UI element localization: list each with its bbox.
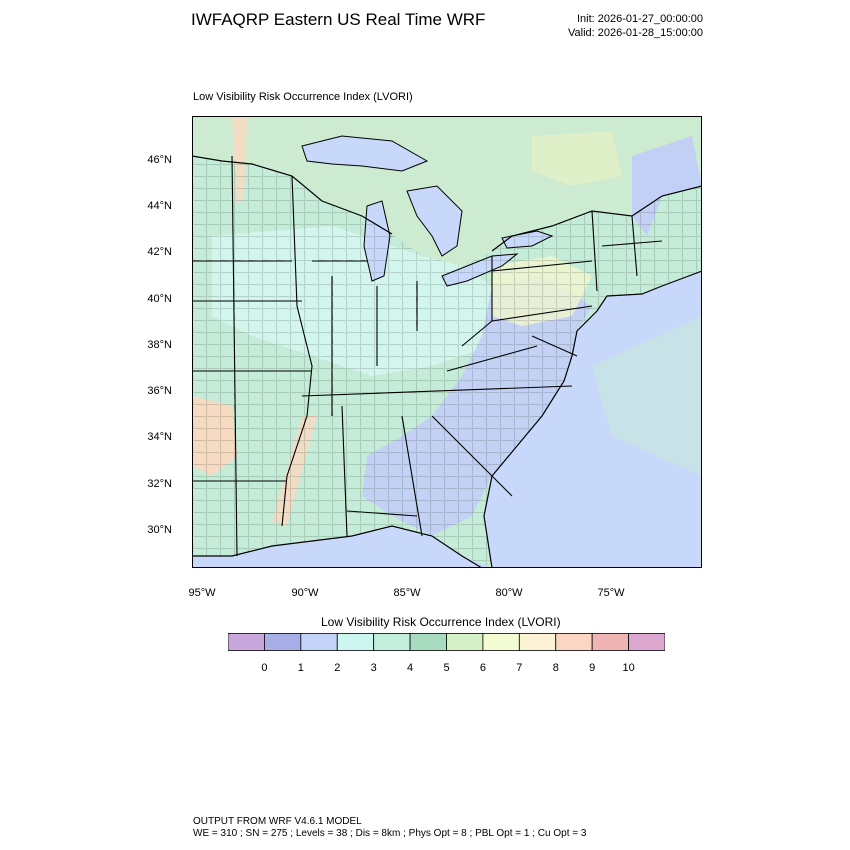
colorbar-label-8: 8 <box>552 662 559 674</box>
colorbar-title: Low Visibility Risk Occurrence Index (LV… <box>321 615 561 629</box>
colorbar <box>228 633 665 651</box>
state-borders <box>192 155 663 557</box>
lat-label-36: 36°N <box>147 385 172 397</box>
colorbar-label-0: 0 <box>261 662 268 674</box>
plot-subtitle: Low Visibility Risk Occurrence Index (LV… <box>193 91 413 103</box>
coastline <box>192 155 702 568</box>
colorbar-swatch-8 <box>518 633 557 651</box>
colorbar-swatch-3 <box>336 633 375 651</box>
colorbar-swatch-10 <box>591 633 629 651</box>
colorbar-label-9: 9 <box>589 662 596 674</box>
county-lines <box>192 156 702 568</box>
lat-label-42: 42°N <box>147 246 172 258</box>
colorbar-swatch-11 <box>628 633 665 651</box>
colorbar-label-2: 2 <box>334 662 341 674</box>
colorbar-swatch-7 <box>482 633 520 651</box>
colorbar-label-3: 3 <box>370 662 377 674</box>
lon-label-85: 85°W <box>393 587 421 599</box>
lon-label-80: 80°W <box>495 587 523 599</box>
gulf-of-mexico <box>192 526 492 568</box>
lat-label-32: 32°N <box>147 478 172 490</box>
init-time: Init: 2026-01-27_00:00:00 <box>577 13 703 25</box>
lon-label-95: 95°W <box>188 587 216 599</box>
colorbar-label-1: 1 <box>297 662 304 674</box>
lake-superior <box>301 135 429 172</box>
colorbar-swatch-0 <box>228 633 265 651</box>
region-yellow-canada <box>532 131 622 186</box>
colorbar-label-6: 6 <box>479 662 486 674</box>
colorbar-swatch-5 <box>409 633 447 651</box>
colorbar-swatch-1 <box>264 633 302 651</box>
lat-label-40: 40°N <box>147 293 172 305</box>
lon-label-90: 90°W <box>291 587 319 599</box>
colorbar-swatch-6 <box>446 633 484 651</box>
valid-time: Valid: 2026-01-28_15:00:00 <box>568 27 703 39</box>
colorbar-swatch-2 <box>300 633 338 651</box>
lon-label-75: 75°W <box>597 587 625 599</box>
lat-label-38: 38°N <box>147 339 172 351</box>
map-frame <box>192 116 702 568</box>
colorbar-swatch-4 <box>373 633 411 651</box>
lat-label-34: 34°N <box>147 431 172 443</box>
lake-huron <box>406 185 463 257</box>
map-border <box>192 116 702 568</box>
colorbar-label-5: 5 <box>443 662 450 674</box>
footer-line2: WE = 310 ; SN = 275 ; Levels = 38 ; Dis … <box>193 828 587 839</box>
footer-line1: OUTPUT FROM WRF V4.6.1 MODEL <box>193 816 362 827</box>
colorbar-swatch-9 <box>555 633 593 651</box>
colorbar-label-7: 7 <box>516 662 523 674</box>
colorbar-label-4: 4 <box>407 662 414 674</box>
main-title: IWFAQRP Eastern US Real Time WRF <box>191 10 486 29</box>
lat-label-44: 44°N <box>147 200 172 212</box>
lat-label-46: 46°N <box>147 154 172 166</box>
colorbar-label-10: 10 <box>622 662 635 674</box>
map-canvas <box>192 116 702 568</box>
region-atlantic <box>592 316 702 476</box>
lat-label-30: 30°N <box>147 524 172 536</box>
